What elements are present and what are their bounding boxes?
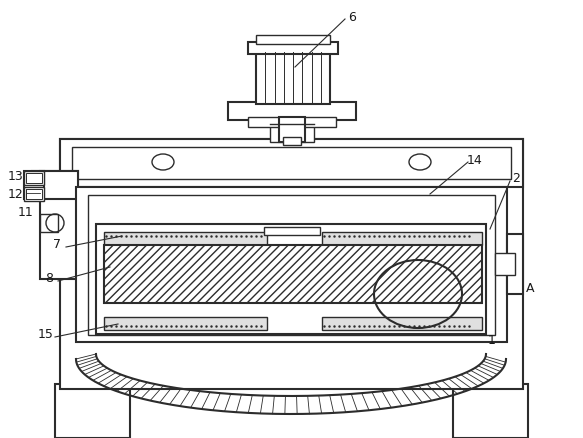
- Text: 14: 14: [467, 153, 483, 166]
- Bar: [96, 225, 486, 334]
- Text: 6: 6: [348, 11, 356, 24]
- Bar: [453, 384, 528, 438]
- Text: 1: 1: [488, 333, 496, 346]
- Bar: [26, 190, 42, 200]
- Bar: [279, 118, 305, 143]
- Text: 13: 13: [8, 170, 24, 183]
- Bar: [256, 36, 330, 45]
- Bar: [32, 172, 78, 200]
- Bar: [283, 138, 301, 146]
- Text: 2: 2: [512, 171, 520, 184]
- Text: 15: 15: [38, 327, 54, 340]
- Bar: [322, 233, 482, 245]
- Bar: [60, 140, 523, 187]
- Bar: [40, 215, 58, 233]
- Bar: [24, 187, 44, 201]
- Bar: [55, 384, 130, 438]
- Bar: [24, 172, 44, 186]
- Bar: [72, 148, 511, 180]
- Bar: [104, 245, 482, 303]
- Bar: [256, 53, 330, 105]
- Bar: [264, 227, 320, 236]
- Bar: [40, 172, 78, 279]
- Text: 11: 11: [18, 205, 34, 218]
- Text: 8: 8: [45, 271, 53, 284]
- Bar: [248, 118, 336, 128]
- Bar: [495, 254, 515, 276]
- Bar: [26, 173, 42, 184]
- Bar: [322, 317, 482, 330]
- Text: 7: 7: [53, 237, 61, 250]
- Bar: [104, 233, 267, 245]
- Bar: [104, 317, 267, 330]
- Text: A: A: [526, 281, 534, 294]
- Bar: [228, 103, 356, 121]
- Bar: [24, 172, 44, 200]
- Bar: [60, 140, 523, 389]
- Bar: [88, 195, 495, 335]
- Bar: [248, 43, 338, 55]
- Text: 12: 12: [8, 187, 24, 200]
- Bar: [270, 125, 314, 143]
- Bar: [507, 234, 523, 294]
- Bar: [76, 187, 507, 342]
